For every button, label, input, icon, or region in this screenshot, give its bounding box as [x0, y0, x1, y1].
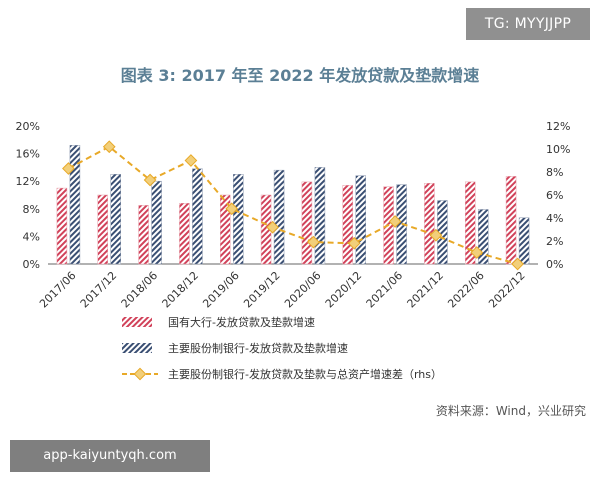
y-left-tick-label: 12% — [16, 175, 40, 188]
y-right-tick-label: 8% — [546, 166, 563, 179]
legend-label-series2: 主要股份制银行-发放贷款及垫款增速 — [168, 341, 348, 355]
line-point — [511, 257, 524, 271]
line-point — [62, 162, 75, 175]
line-point — [184, 154, 198, 167]
x-tick-label: 2018/06 — [119, 269, 161, 311]
bar-series1 — [138, 205, 149, 265]
y-left-tick-label: 16% — [16, 148, 40, 161]
bar-series1 — [505, 176, 517, 265]
y-right-tick-label: 10% — [546, 143, 570, 156]
legend-swatch-series2 — [122, 343, 152, 353]
y-right-tick-label: 4% — [546, 212, 563, 225]
line-point — [388, 215, 402, 228]
bar-series2 — [518, 217, 530, 265]
bar-series2 — [110, 174, 121, 265]
legend-swatch-series1 — [122, 317, 152, 327]
bar-series2 — [355, 175, 366, 265]
bar-series2 — [314, 167, 326, 265]
x-tick-label: 2018/12 — [160, 269, 202, 311]
x-tick-label: 2019/12 — [241, 269, 283, 311]
line-point — [347, 236, 361, 250]
bar-series2 — [233, 174, 244, 265]
y-right-tick-label: 6% — [546, 189, 563, 202]
line-point — [307, 235, 320, 249]
y-right-tick-label: 0% — [546, 258, 563, 271]
bar-series1 — [465, 181, 476, 265]
legend-label-series3: 主要股份制银行-发放贷款及垫款与总资产增速差（rhs） — [168, 367, 442, 381]
legend-marker-series3 — [133, 367, 147, 381]
chart-title: 图表 3: 2017 年至 2022 年发放贷款及垫款增速 — [120, 66, 480, 85]
line-point — [225, 202, 239, 216]
bar-series2 — [69, 145, 81, 265]
tg-badge: TG: MYYJJPP — [466, 8, 590, 40]
chart-legend: 国有大行-发放贷款及垫款增速主要股份制银行-发放贷款及垫款增速主要股份制银行-发… — [122, 315, 442, 381]
x-tick-label: 2019/06 — [200, 269, 242, 311]
x-tick-label: 2021/12 — [405, 269, 447, 311]
y-left-tick-label: 0% — [23, 258, 40, 271]
line-point — [470, 246, 484, 259]
bar-series2 — [478, 209, 489, 265]
line-point — [102, 140, 116, 154]
x-tick-label: 2020/12 — [323, 269, 365, 311]
bar-series2 — [151, 180, 162, 265]
watermark: app-kaiyuntyqh.com — [10, 440, 210, 472]
bar-series1 — [301, 181, 313, 265]
x-tick-label: 2022/06 — [445, 269, 487, 311]
line-point — [143, 173, 157, 187]
line-series3 — [67, 145, 518, 265]
line-point — [429, 228, 443, 242]
chart-line — [62, 140, 524, 271]
x-tick-label: 2021/06 — [364, 269, 406, 311]
bar-series1 — [342, 185, 353, 265]
bar-series2 — [273, 169, 285, 265]
chart-bars — [56, 145, 530, 265]
line-point — [266, 220, 279, 234]
x-tick-label: 2017/06 — [37, 269, 79, 311]
bar-series1 — [179, 203, 190, 265]
x-tick-label: 2020/06 — [282, 269, 324, 311]
bar-series2 — [192, 168, 203, 265]
y-left-tick-label: 8% — [23, 203, 40, 216]
source-note: 资料来源：Wind，兴业研究 — [435, 404, 586, 418]
x-tick-label: 2022/12 — [486, 269, 528, 311]
y-left-tick-label: 4% — [23, 230, 40, 243]
legend-label-series1: 国有大行-发放贷款及垫款增速 — [168, 315, 315, 329]
bar-series1 — [56, 187, 68, 265]
bar-series1 — [97, 194, 108, 265]
bar-series1 — [424, 183, 435, 265]
x-tick-label: 2017/12 — [78, 269, 120, 311]
y-left-tick-label: 20% — [16, 120, 40, 133]
y-right-tick-label: 2% — [546, 235, 563, 248]
y-right-tick-label: 12% — [546, 120, 570, 133]
bar-series1 — [220, 194, 231, 265]
